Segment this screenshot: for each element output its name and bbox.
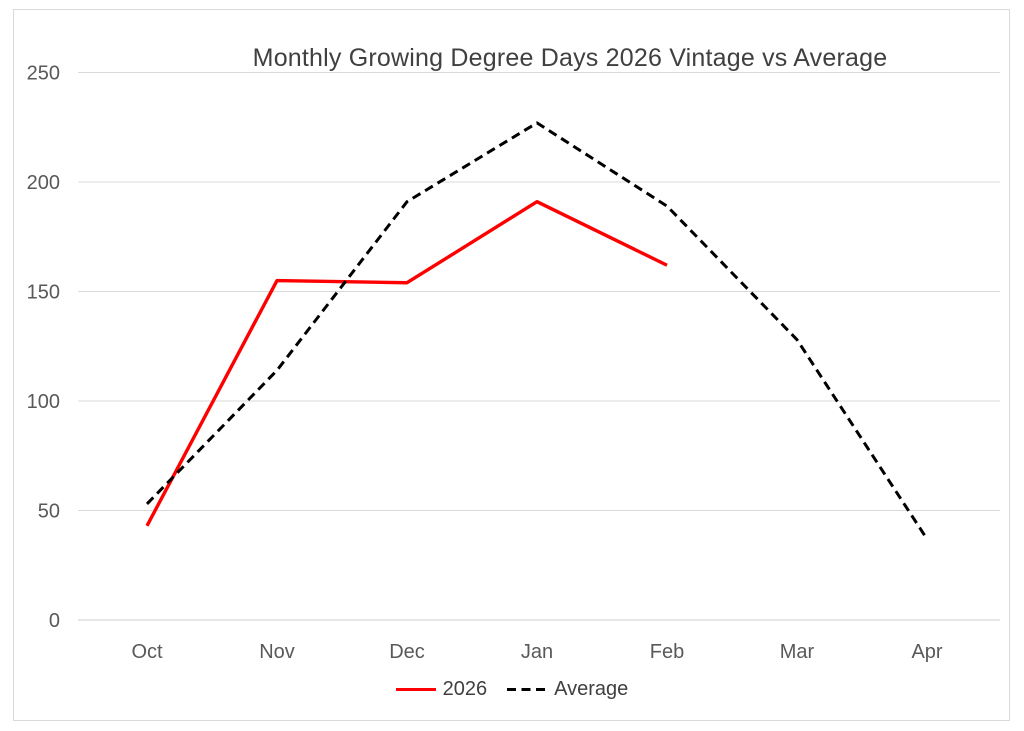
x-axis-tick-label: Jan — [521, 641, 553, 663]
x-axis-tick-label: Dec — [389, 641, 425, 663]
chart-title: Monthly Growing Degree Days 2026 Vintage… — [252, 44, 888, 72]
x-axis-tick-label: Apr — [911, 641, 942, 663]
legend-line-sample-2026 — [395, 688, 436, 691]
chart-legend: 2026 Average — [0, 678, 1024, 701]
x-axis-tick-label: Nov — [259, 641, 295, 663]
x-axis-tick-label: Mar — [780, 641, 815, 663]
legend-label-2026: 2026 — [442, 678, 488, 700]
y-axis-tick-label: 0 — [49, 610, 60, 632]
x-axis-tick-label: Feb — [650, 641, 684, 663]
legend-item-2026: 2026 — [395, 678, 488, 701]
y-axis-tick-label: 100 — [27, 391, 60, 413]
y-axis-tick-label: 200 — [27, 172, 60, 194]
legend-line-sample-average — [507, 688, 548, 691]
y-axis-tick-label: 150 — [27, 282, 60, 304]
chart-frame — [13, 9, 1010, 721]
series-line-average — [145, 121, 929, 540]
y-axis-tick-label: 50 — [38, 501, 60, 523]
series-line-2026 — [145, 200, 668, 527]
y-axis-tick-label: 250 — [27, 63, 60, 85]
x-axis-tick-label: Oct — [131, 641, 163, 663]
legend-item-average: Average — [507, 678, 628, 701]
legend-label-average: Average — [554, 678, 629, 700]
